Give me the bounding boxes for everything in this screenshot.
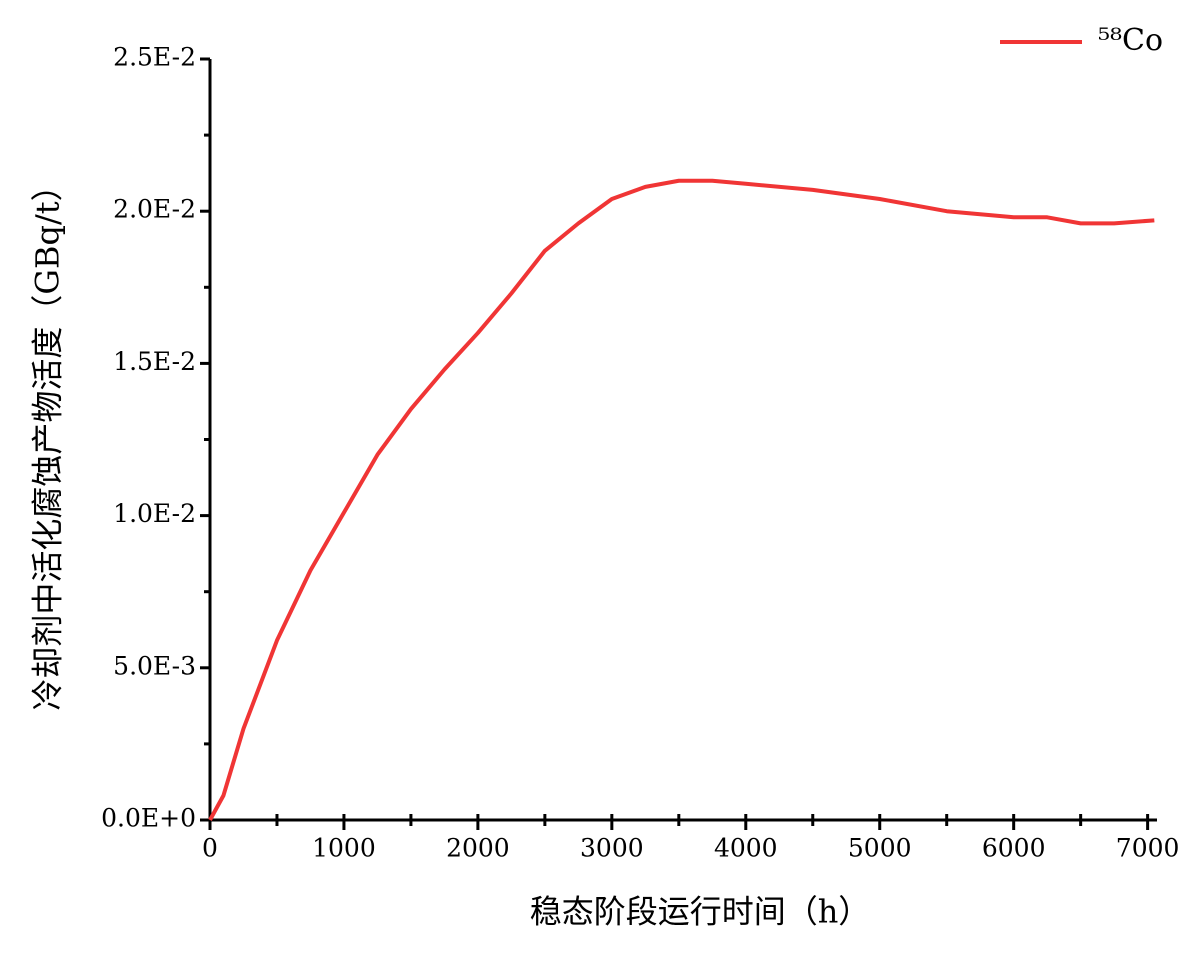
y-tick-label: 1.5E-2 — [113, 347, 196, 376]
x-tick-label: 0 — [202, 834, 218, 863]
x-tick-label: 4000 — [714, 834, 778, 863]
x-tick-label: 1000 — [312, 834, 376, 863]
legend-label: ⁵⁸Co — [1098, 23, 1163, 58]
x-tick-label: 6000 — [982, 834, 1046, 863]
y-tick-label: 0.0E+0 — [101, 804, 196, 833]
y-tick-label: 1.0E-2 — [113, 499, 196, 528]
y-tick-label: 2.5E-2 — [113, 43, 196, 72]
x-axis-label: 稳态阶段运行时间（h） — [530, 893, 871, 931]
y-tick-label: 2.0E-2 — [113, 195, 196, 224]
data-line — [208, 178, 1155, 821]
x-tick-label: 7000 — [1116, 834, 1180, 863]
y-axis-label: 冷却剂中活化腐蚀产物活度（GBq/t） — [29, 169, 67, 710]
x-tick-label: 3000 — [580, 834, 644, 863]
x-tick-label: 2000 — [446, 834, 510, 863]
x-tick-label: 5000 — [848, 834, 912, 863]
y-tick-label: 5.0E-3 — [113, 651, 196, 680]
